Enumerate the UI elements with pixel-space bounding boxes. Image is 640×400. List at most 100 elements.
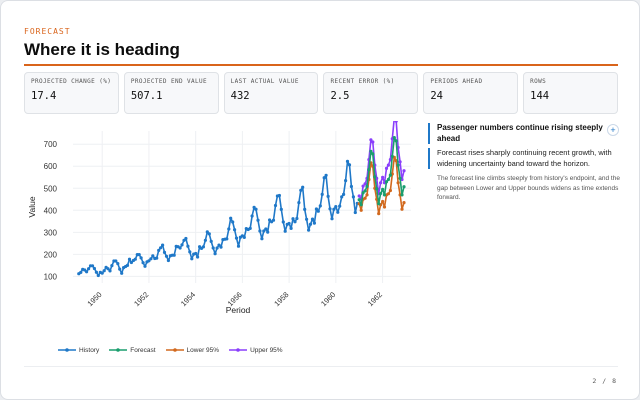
kpi-projected-change: PROJECTED CHANGE (%) 17.4 [24, 72, 119, 114]
history-point [164, 254, 169, 258]
history-point [120, 271, 124, 275]
history-point [127, 257, 132, 261]
x-tick-label: 1962 [366, 290, 384, 308]
lower-95-point [359, 208, 363, 212]
forecast-point [390, 154, 394, 158]
legend-item-history[interactable]: History [58, 347, 99, 354]
legend-item-forecast[interactable]: Forecast [109, 347, 156, 354]
y-tick-label: 600 [44, 162, 58, 171]
lower-95-point [388, 188, 392, 193]
legend-item-upper[interactable]: Upper 95% [229, 347, 283, 354]
history-point [219, 245, 223, 249]
kpi-value: 432 [230, 90, 250, 102]
history-point [336, 210, 340, 214]
y-tick-label: 100 [44, 272, 58, 281]
history-point [338, 204, 342, 208]
legend-swatch-upper [229, 348, 248, 352]
history-point [262, 229, 266, 233]
upper-95-point [363, 182, 367, 186]
history-point [310, 217, 315, 221]
insight-headline: Passenger numbers continue rising steepl… [428, 123, 606, 144]
forecast-point [400, 193, 404, 197]
kpi-recent-error: RECENT ERROR (%) 2.5 [323, 72, 419, 114]
history-point [217, 243, 221, 247]
legend-swatch-history [58, 348, 76, 352]
history-point [157, 248, 161, 252]
forecast-point [365, 184, 369, 189]
kpi-rows: ROWS 144 [523, 72, 618, 114]
history-point [334, 205, 338, 209]
history-point [184, 236, 188, 241]
forecast-point [371, 152, 375, 156]
legend-item-lower[interactable]: Lower 95% [165, 347, 219, 354]
lower-95-point [382, 205, 387, 209]
kpi-label: LAST ACTUAL VALUE [230, 78, 299, 85]
kpi-projected-end-value: PROJECTED END VALUE 507.1 [123, 72, 219, 114]
kpi-row: PROJECTED CHANGE (%) 17.4 PROJECTED END … [24, 72, 618, 114]
kpi-value: 24 [430, 90, 443, 102]
legend-label: Upper 95% [250, 346, 283, 354]
kpi-value: 507.1 [130, 90, 163, 102]
history-point [344, 179, 348, 183]
history-point [162, 250, 167, 254]
kpi-periods-ahead: PERIODS AHEAD 24 [423, 72, 519, 114]
history-point [90, 264, 95, 268]
history-point [303, 207, 307, 211]
history-point [178, 246, 182, 250]
plus-icon[interactable]: + [607, 124, 619, 136]
kpi-value: 2.5 [330, 90, 350, 102]
history-point [273, 203, 278, 208]
history-point [166, 258, 170, 263]
history-point [203, 238, 207, 242]
insight-detail: Forecast rises sharply continuing recent… [428, 148, 620, 169]
history-point [328, 207, 332, 211]
x-tick-label: 1952 [132, 290, 150, 308]
history-point [258, 229, 262, 233]
y-axis-label: Value [27, 196, 37, 217]
title-underline [24, 64, 618, 66]
lower-95-point [400, 207, 404, 211]
history-point [125, 263, 130, 267]
history-point [137, 253, 141, 257]
x-axis-label: Period [226, 305, 251, 315]
kpi-label: RECENT ERROR (%) [330, 78, 395, 85]
lower-95-point [386, 192, 390, 196]
forecast-point [382, 193, 387, 197]
history-point [342, 192, 346, 196]
history-point [116, 262, 120, 266]
history-point [281, 220, 285, 224]
history-point [250, 214, 254, 218]
history-point [324, 173, 328, 177]
history-point [215, 246, 219, 250]
lower-95-point [363, 196, 367, 200]
forecast-point [357, 198, 361, 202]
history-point [301, 185, 305, 189]
forecast-point [398, 176, 402, 180]
legend-swatch-lower [165, 348, 184, 352]
history-point [353, 210, 357, 215]
history-point [299, 188, 303, 192]
history-point [108, 269, 112, 273]
history-point [322, 176, 326, 180]
history-point [110, 264, 114, 268]
history-point [172, 253, 176, 257]
x-tick-label: 1958 [272, 290, 290, 308]
history-point [297, 201, 301, 205]
history-point [129, 260, 133, 265]
history-point [332, 207, 336, 211]
history-point [180, 243, 184, 247]
upper-95-point [357, 194, 361, 198]
chart-legend: History Forecast Lower 95% Upper 95% [58, 344, 283, 356]
history-point [236, 244, 241, 248]
history-point [190, 257, 194, 261]
history-point [347, 163, 352, 167]
y-tick-label: 400 [44, 206, 58, 215]
upper-95-point [402, 169, 406, 173]
section-eyebrow: FORECAST [24, 27, 71, 36]
lower-95-point [381, 199, 385, 204]
forecast-point [369, 149, 373, 153]
forecast-point [381, 187, 385, 191]
lower-95-point [365, 193, 369, 197]
